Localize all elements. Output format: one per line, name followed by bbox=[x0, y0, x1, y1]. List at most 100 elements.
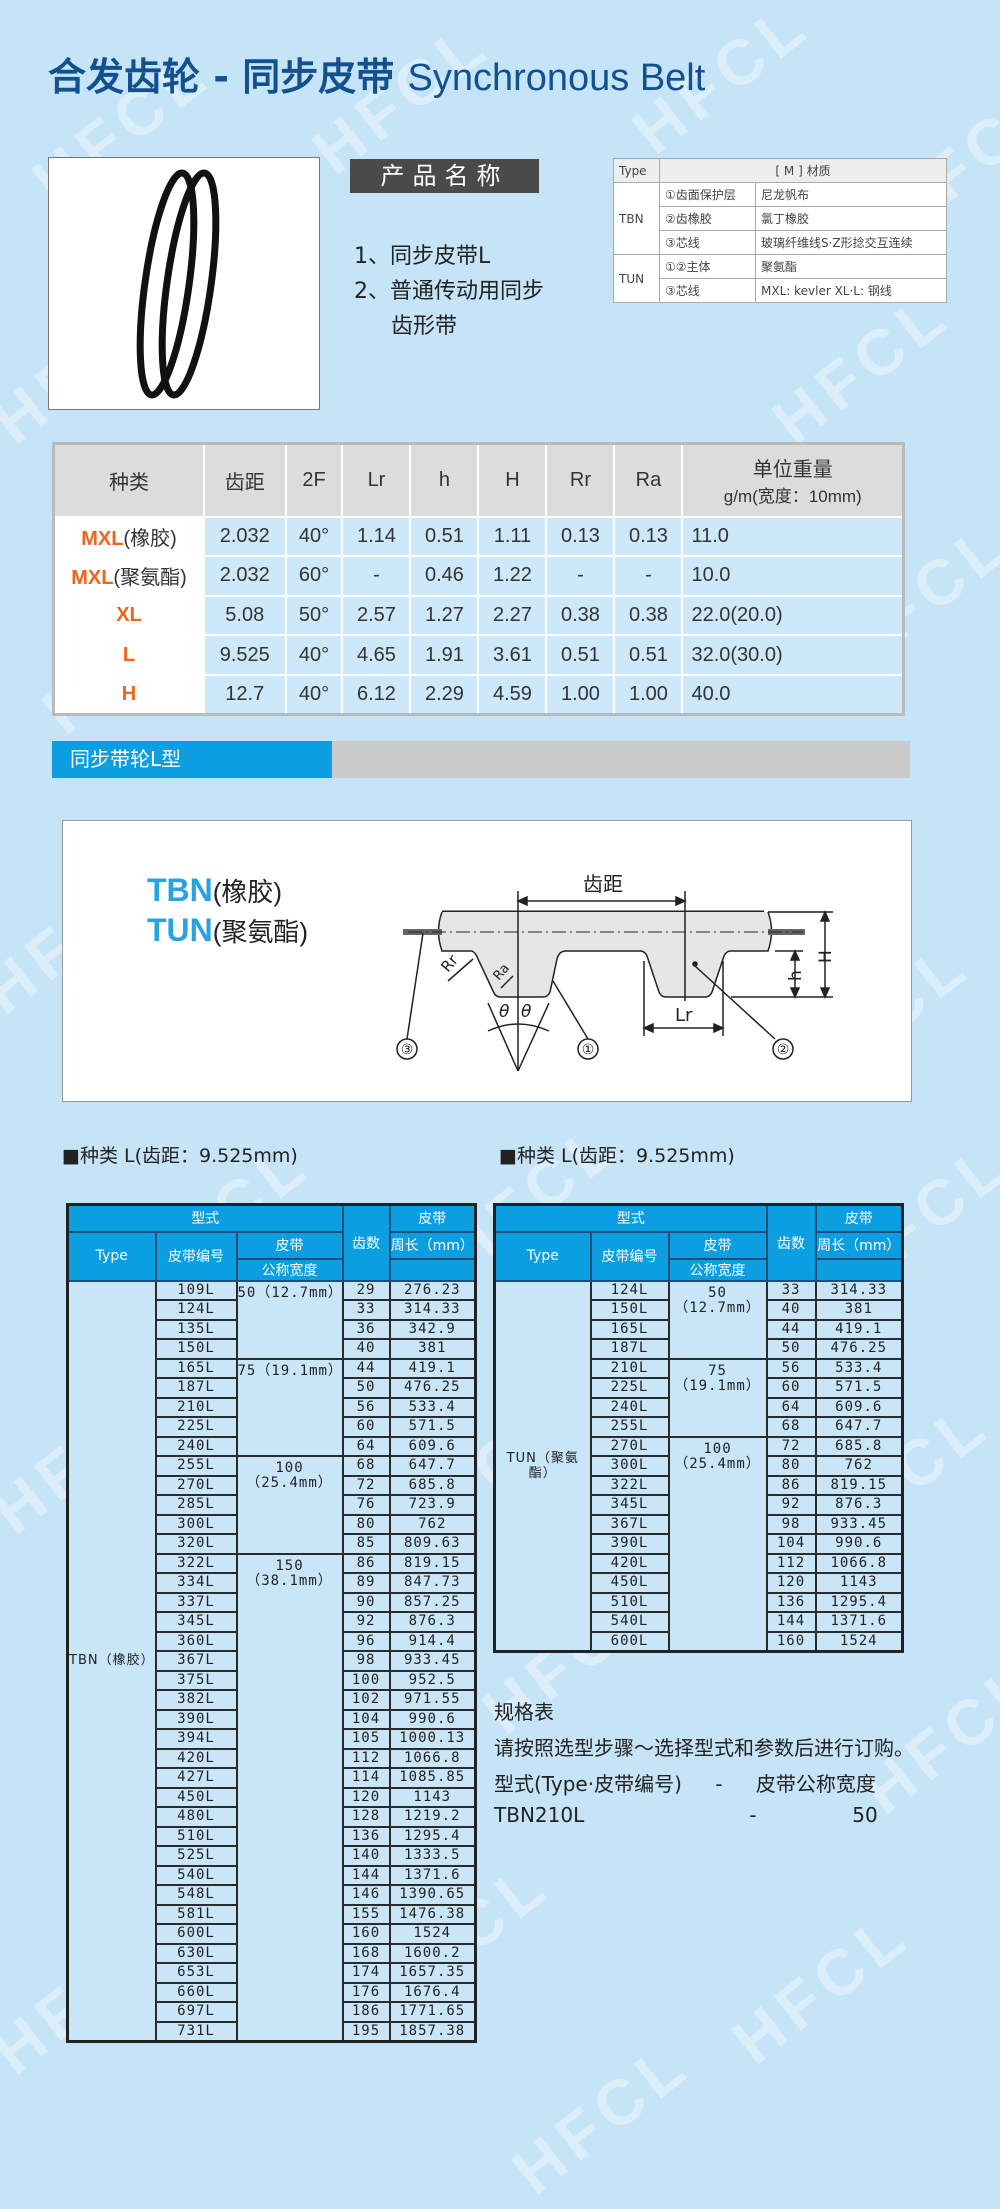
belt-header-row: Type 皮带编号 皮带 周长（mm） bbox=[66, 1230, 477, 1282]
belt-teeth: 90 bbox=[341, 1591, 391, 1613]
belt-number: 367L bbox=[154, 1650, 238, 1672]
belt-row: 225L 60 571.5 bbox=[495, 1377, 904, 1399]
belt-number: 320L bbox=[154, 1533, 238, 1555]
spec-header-weight: 单位重量 g/m(宽度：10mm) bbox=[681, 442, 905, 518]
order-example: TBN210L - 50 bbox=[494, 1803, 940, 1827]
belt-teeth: 102 bbox=[341, 1689, 391, 1711]
spec-kind: L bbox=[52, 634, 205, 676]
belt-number: 600L bbox=[154, 1923, 238, 1945]
spec-table: 种类 齿距 2F Lr h H Rr Ra 单位重量 g/m(宽度：10mm) MXL(橡胶) 2.0… bbox=[52, 442, 905, 716]
belt-length: 847.73 bbox=[388, 1572, 477, 1594]
example-left: TBN210L bbox=[494, 1803, 585, 1827]
belt-profile-diagram: TBN(橡胶) TUN(聚氨酯) 齿距 Rr Ra θ θ bbox=[62, 820, 912, 1102]
belt-length: 1295.4 bbox=[814, 1591, 904, 1613]
spec-value: - bbox=[613, 555, 684, 597]
spec-header-cell: Lr bbox=[341, 442, 412, 518]
belt-teeth: 174 bbox=[341, 1962, 391, 1984]
spec-header-cell: 2F bbox=[284, 442, 344, 518]
belt-teeth: 60 bbox=[765, 1377, 817, 1399]
belt-length: 685.8 bbox=[388, 1474, 477, 1496]
belt-teeth: 128 bbox=[341, 1806, 391, 1828]
belt-teeth: 64 bbox=[341, 1435, 391, 1457]
belt-number: 382L bbox=[154, 1689, 238, 1711]
title-en: Synchronous Belt bbox=[407, 57, 706, 99]
belt-teeth: 44 bbox=[341, 1357, 391, 1379]
belt-length: 381 bbox=[388, 1338, 477, 1360]
belt-number: 210L bbox=[154, 1396, 238, 1418]
belt-row: 390L 104 990.6 bbox=[68, 1708, 477, 1730]
belt-row: 285L 76 723.9 bbox=[68, 1494, 477, 1516]
belt-header-row: 公称宽度 bbox=[495, 1257, 904, 1282]
belt-number: 630L bbox=[154, 1942, 238, 1964]
belt-length: 1143 bbox=[814, 1572, 904, 1594]
belt-number: 390L bbox=[154, 1708, 238, 1730]
belt-number: 165L bbox=[589, 1318, 670, 1340]
spec-value: 0.46 bbox=[409, 555, 480, 597]
belt-number: 300L bbox=[154, 1513, 238, 1535]
belt-row: 367L 98 933.45 bbox=[495, 1513, 904, 1535]
belt-teeth: 160 bbox=[765, 1630, 817, 1652]
spec-kind: MXL(橡胶) bbox=[52, 515, 205, 558]
belt-number: 480L bbox=[154, 1806, 238, 1828]
material-row: ③芯线 MXL: kevler XL·L: 钢线 bbox=[614, 278, 947, 303]
belt-teeth: 44 bbox=[765, 1318, 817, 1340]
spec-value: 60° bbox=[284, 555, 344, 597]
belt-row: 240L 64 609.6 bbox=[68, 1435, 477, 1457]
belt-teeth: 40 bbox=[341, 1338, 391, 1360]
belt-row: 270L 100（25.4mm） 72 685.8 bbox=[495, 1435, 904, 1652]
material-row: ②齿橡胶 氯丁橡胶 bbox=[614, 206, 947, 231]
tun-label: TUN bbox=[147, 912, 213, 948]
belt-row: 320L 85 809.63 bbox=[68, 1533, 477, 1555]
example-dash: - bbox=[749, 1803, 757, 1827]
belt-width: 75（19.1mm） bbox=[235, 1357, 344, 1457]
belt-row: 165L 44 419.1 bbox=[495, 1318, 904, 1340]
belt-length: 533.4 bbox=[814, 1357, 904, 1379]
spec-value: 3.61 bbox=[477, 634, 548, 676]
belt-number: 124L bbox=[589, 1279, 670, 1301]
header-teeth: 齿数 bbox=[341, 1203, 391, 1282]
belt-length: 1143 bbox=[388, 1786, 477, 1808]
belt-row: 600L 160 1524 bbox=[68, 1923, 477, 1945]
pitch-label: 齿距 bbox=[583, 872, 623, 896]
material-value: MXL: kevler XL·L: 钢线 bbox=[755, 278, 947, 303]
header-belt-no: 皮带编号 bbox=[154, 1230, 238, 1282]
tbn-table-heading: ■种类 L(齿距：9.525mm) bbox=[62, 1145, 298, 1167]
belt-teeth: 136 bbox=[341, 1825, 391, 1847]
feature-2-cont: 齿形带 bbox=[391, 314, 458, 339]
belt-length: 276.23 bbox=[388, 1279, 477, 1301]
belt-length: 723.9 bbox=[388, 1494, 477, 1516]
belt-row: 322L 86 819.15 bbox=[495, 1474, 904, 1496]
spec-value: 2.032 bbox=[202, 515, 287, 558]
spec-row: MXL(橡胶) 2.032 40° 1.14 0.51 1.11 0.13 0.13 11.0 bbox=[52, 515, 905, 558]
kind-sub: (聚氨酯) bbox=[113, 567, 187, 590]
spec-header-cell: 种类 bbox=[52, 442, 205, 518]
belt-teeth: 136 bbox=[765, 1591, 817, 1613]
belt-row: 420L 112 1066.8 bbox=[68, 1747, 477, 1769]
spec-value: 0.51 bbox=[409, 515, 480, 558]
belt-number: 420L bbox=[589, 1552, 670, 1574]
belt-teeth: 98 bbox=[765, 1513, 817, 1535]
material-part: ③芯线 bbox=[659, 230, 756, 255]
belt-width: 100（25.4mm） bbox=[667, 1435, 768, 1652]
section-bar: 同步带轮L型 bbox=[52, 741, 910, 778]
belt-teeth: 140 bbox=[341, 1845, 391, 1867]
belt-number: 345L bbox=[589, 1494, 670, 1516]
belt-teeth: 195 bbox=[341, 2020, 391, 2042]
spec-value: 40° bbox=[284, 515, 344, 558]
belt-row: 420L 112 1066.8 bbox=[495, 1552, 904, 1574]
material-header-material: [ M ] 材质 bbox=[659, 158, 947, 183]
belt-number: 255L bbox=[589, 1416, 670, 1438]
spec-value: 5.08 bbox=[202, 594, 287, 637]
belt-number: 150L bbox=[154, 1338, 238, 1360]
belt-teeth: 114 bbox=[341, 1767, 391, 1789]
belt-teeth: 120 bbox=[341, 1786, 391, 1808]
spec-row: MXL(聚氨酯) 2.032 60° -0.46 1.22- -10.0 bbox=[52, 555, 905, 597]
belt-length: 1066.8 bbox=[388, 1747, 477, 1769]
order-instruction: 请按照选型步骤～选择型式和参数后进行订购。 bbox=[494, 1736, 914, 1760]
belt-length: 914.4 bbox=[388, 1630, 477, 1652]
belt-length: 933.45 bbox=[814, 1513, 904, 1535]
belt-teeth: 98 bbox=[341, 1650, 391, 1672]
belt-length: 1000.13 bbox=[388, 1728, 477, 1750]
belt-row: 731L 195 1857.38 bbox=[68, 2020, 477, 2042]
belt-row: 367L 98 933.45 bbox=[68, 1650, 477, 1672]
